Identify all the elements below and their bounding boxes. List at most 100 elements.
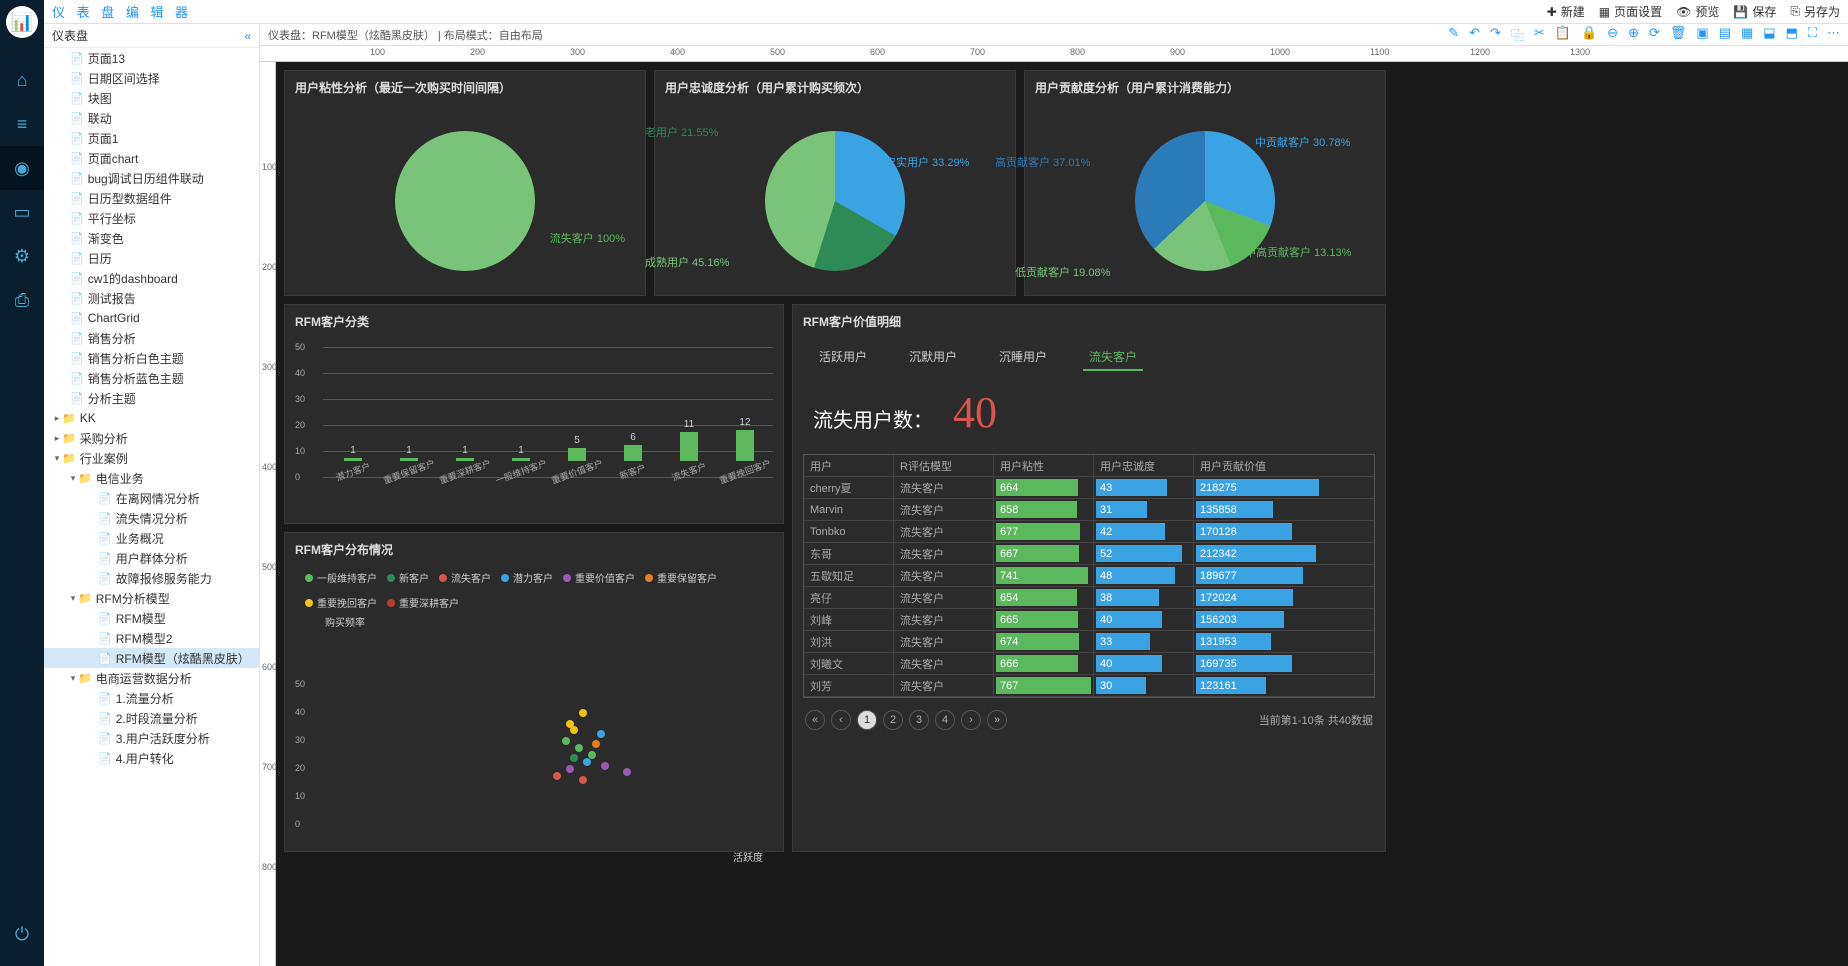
- table-row[interactable]: Tonbko流失客户67742170128: [804, 521, 1374, 543]
- new-button[interactable]: ✚新建: [1547, 3, 1585, 20]
- tab[interactable]: 沉默用户: [903, 344, 963, 371]
- tree-item[interactable]: ▸📁KK: [44, 408, 259, 428]
- pager-prev[interactable]: «: [805, 710, 825, 730]
- save-button[interactable]: 💾保存: [1733, 3, 1776, 20]
- tree-item[interactable]: 📄页面chart: [44, 148, 259, 168]
- panel-rfm-detail[interactable]: RFM客户价值明细 活跃用户沉默用户沉睡用户流失客户 流失用户数： 40 用户R…: [792, 304, 1386, 852]
- tree-item[interactable]: 📄销售分析: [44, 328, 259, 348]
- tree-item[interactable]: 📄页面1: [44, 128, 259, 148]
- tree-item[interactable]: 📄用户群体分析: [44, 548, 259, 568]
- align-icon[interactable]: ▤: [1719, 25, 1731, 44]
- tree-item[interactable]: 📄分析主题: [44, 388, 259, 408]
- fullscreen-icon[interactable]: ⛶: [1808, 25, 1817, 44]
- table-row[interactable]: Marvin流失客户65831135858: [804, 499, 1374, 521]
- pager-page[interactable]: 3: [909, 710, 929, 730]
- paste-icon[interactable]: 📋: [1555, 25, 1571, 44]
- redo-icon[interactable]: ↷: [1490, 25, 1501, 44]
- tree-item[interactable]: 📄渐变色: [44, 228, 259, 248]
- panel-rfm-classification[interactable]: RFM客户分类 010203040501潜力客户1重要保留客户1重要深耕客户1一…: [284, 304, 784, 524]
- cut-icon[interactable]: ✂: [1534, 25, 1545, 44]
- tree-item[interactable]: ▾📁行业案例: [44, 448, 259, 468]
- tree-item[interactable]: 📄ChartGrid: [44, 308, 259, 328]
- table-row[interactable]: cherry夏流失客户66443218275: [804, 477, 1374, 499]
- table-row[interactable]: 刘洪流失客户67433131953: [804, 631, 1374, 653]
- save-as-button[interactable]: ⎘另存为: [1790, 3, 1840, 20]
- pager-prev[interactable]: ‹: [831, 710, 851, 730]
- tree-item[interactable]: 📄RFM模型2: [44, 628, 259, 648]
- pie-label: 成熟用户 45.16%: [645, 254, 729, 270]
- table-row[interactable]: 刘峰流失客户66540156203: [804, 609, 1374, 631]
- tree-item[interactable]: 📄4.用户转化: [44, 748, 259, 768]
- tree-item[interactable]: 📄RFM模型: [44, 608, 259, 628]
- delete-icon[interactable]: 🗑: [1670, 25, 1687, 44]
- database-icon[interactable]: ≡: [0, 102, 44, 146]
- refresh-icon[interactable]: ⟳: [1649, 25, 1660, 44]
- tab[interactable]: 流失客户: [1083, 344, 1143, 371]
- tree-item[interactable]: 📄1.流量分析: [44, 688, 259, 708]
- bring-front-icon[interactable]: ⬒: [1786, 25, 1798, 44]
- table-row[interactable]: 刘芳流失客户76730123161: [804, 675, 1374, 697]
- export-icon[interactable]: ⎙: [0, 278, 44, 322]
- dashboard-board[interactable]: 用户粘性分析（最近一次购买时间间隔） 流失客户 100% 用户忠诚度分析（用户累…: [276, 62, 1848, 966]
- monitor-icon[interactable]: ▭: [0, 190, 44, 234]
- pager-page[interactable]: 2: [883, 710, 903, 730]
- copy-icon[interactable]: ⿻: [1511, 25, 1524, 44]
- more-icon[interactable]: ⋯: [1827, 25, 1840, 44]
- pager-next[interactable]: ›: [961, 710, 981, 730]
- grid-icon[interactable]: ▦: [1741, 25, 1753, 44]
- collapse-tree-icon[interactable]: «: [244, 29, 251, 43]
- tree-item[interactable]: ▸📁采购分析: [44, 428, 259, 448]
- pager-page[interactable]: 1: [857, 710, 877, 730]
- tab[interactable]: 活跃用户: [813, 344, 873, 371]
- tree-item[interactable]: ▾📁电信业务: [44, 468, 259, 488]
- tree-item[interactable]: 📄故障报修服务能力: [44, 568, 259, 588]
- panel-user-stickiness[interactable]: 用户粘性分析（最近一次购买时间间隔） 流失客户 100%: [284, 70, 646, 296]
- tree-item[interactable]: 📄2.时段流量分析: [44, 708, 259, 728]
- tree-item[interactable]: 📄销售分析蓝色主题: [44, 368, 259, 388]
- send-back-icon[interactable]: ⬓: [1763, 25, 1775, 44]
- pager-next[interactable]: »: [987, 710, 1007, 730]
- edit-icon[interactable]: ✎: [1448, 25, 1459, 44]
- tree-item[interactable]: 📄日历型数据组件: [44, 188, 259, 208]
- tree-item[interactable]: 📄日历: [44, 248, 259, 268]
- panel-user-loyalty[interactable]: 用户忠诚度分析（用户累计购买频次） 忠实用户 33.29%老用户 21.55%成…: [654, 70, 1016, 296]
- tree-item[interactable]: 📄页面13: [44, 48, 259, 68]
- table-row[interactable]: 刘曦文流失客户66640169735: [804, 653, 1374, 675]
- lock-icon[interactable]: 🔒: [1581, 25, 1597, 44]
- pie-label: 老用户 21.55%: [645, 124, 718, 140]
- canvas-header: 仪表盘：RFM模型（炫酷黑皮肤） | 布局模式：自由布局 ✎ ↶ ↷ ⿻ ✂ 📋…: [260, 24, 1848, 46]
- panel-rfm-distribution[interactable]: RFM客户分布情况 一般维持客户新客户流失客户潜力客户重要价值客户重要保留客户重…: [284, 532, 784, 852]
- dashboard-icon[interactable]: ◉: [0, 146, 44, 190]
- home-icon[interactable]: ⌂: [0, 58, 44, 102]
- tree-item[interactable]: 📄业务概况: [44, 528, 259, 548]
- zoom-in-icon[interactable]: ⊕: [1628, 25, 1639, 44]
- layer-icon[interactable]: ▣: [1696, 25, 1708, 44]
- power-icon[interactable]: ⏻: [0, 912, 44, 956]
- tree-item[interactable]: 📄在离网情况分析: [44, 488, 259, 508]
- tree-item[interactable]: ▾📁电商运营数据分析: [44, 668, 259, 688]
- tree-item[interactable]: 📄日期区间选择: [44, 68, 259, 88]
- zoom-out-icon[interactable]: ⊖: [1607, 25, 1618, 44]
- tree-item[interactable]: 📄bug调试日历组件联动: [44, 168, 259, 188]
- tab[interactable]: 沉睡用户: [993, 344, 1053, 371]
- undo-icon[interactable]: ↶: [1469, 25, 1480, 44]
- tree-item[interactable]: 📄测试报告: [44, 288, 259, 308]
- tree-item[interactable]: 📄平行坐标: [44, 208, 259, 228]
- page-settings-button[interactable]: ▦页面设置: [1599, 3, 1662, 20]
- tree-item[interactable]: ▾📁RFM分析模型: [44, 588, 259, 608]
- pager-page[interactable]: 4: [935, 710, 955, 730]
- tree-item[interactable]: 📄cw1的dashboard: [44, 268, 259, 288]
- tree-header: 仪表盘 «: [44, 24, 259, 48]
- tree-item[interactable]: 📄联动: [44, 108, 259, 128]
- settings-icon[interactable]: ⚙: [0, 234, 44, 278]
- tree-item[interactable]: 📄销售分析白色主题: [44, 348, 259, 368]
- preview-button[interactable]: 👁预览: [1676, 3, 1719, 20]
- table-row[interactable]: 亮仔流失客户65438172024: [804, 587, 1374, 609]
- tree-item[interactable]: 📄流失情况分析: [44, 508, 259, 528]
- tree-item[interactable]: 📄RFM模型（炫酷黑皮肤）: [44, 648, 259, 668]
- panel-user-contribution[interactable]: 用户贡献度分析（用户累计消费能力） 中贡献客户 30.78%高贡献客户 37.0…: [1024, 70, 1386, 296]
- tree-item[interactable]: 📄块图: [44, 88, 259, 108]
- table-row[interactable]: 五歇知足流失客户74148189677: [804, 565, 1374, 587]
- table-row[interactable]: 东哥流失客户66752212342: [804, 543, 1374, 565]
- tree-item[interactable]: 📄3.用户活跃度分析: [44, 728, 259, 748]
